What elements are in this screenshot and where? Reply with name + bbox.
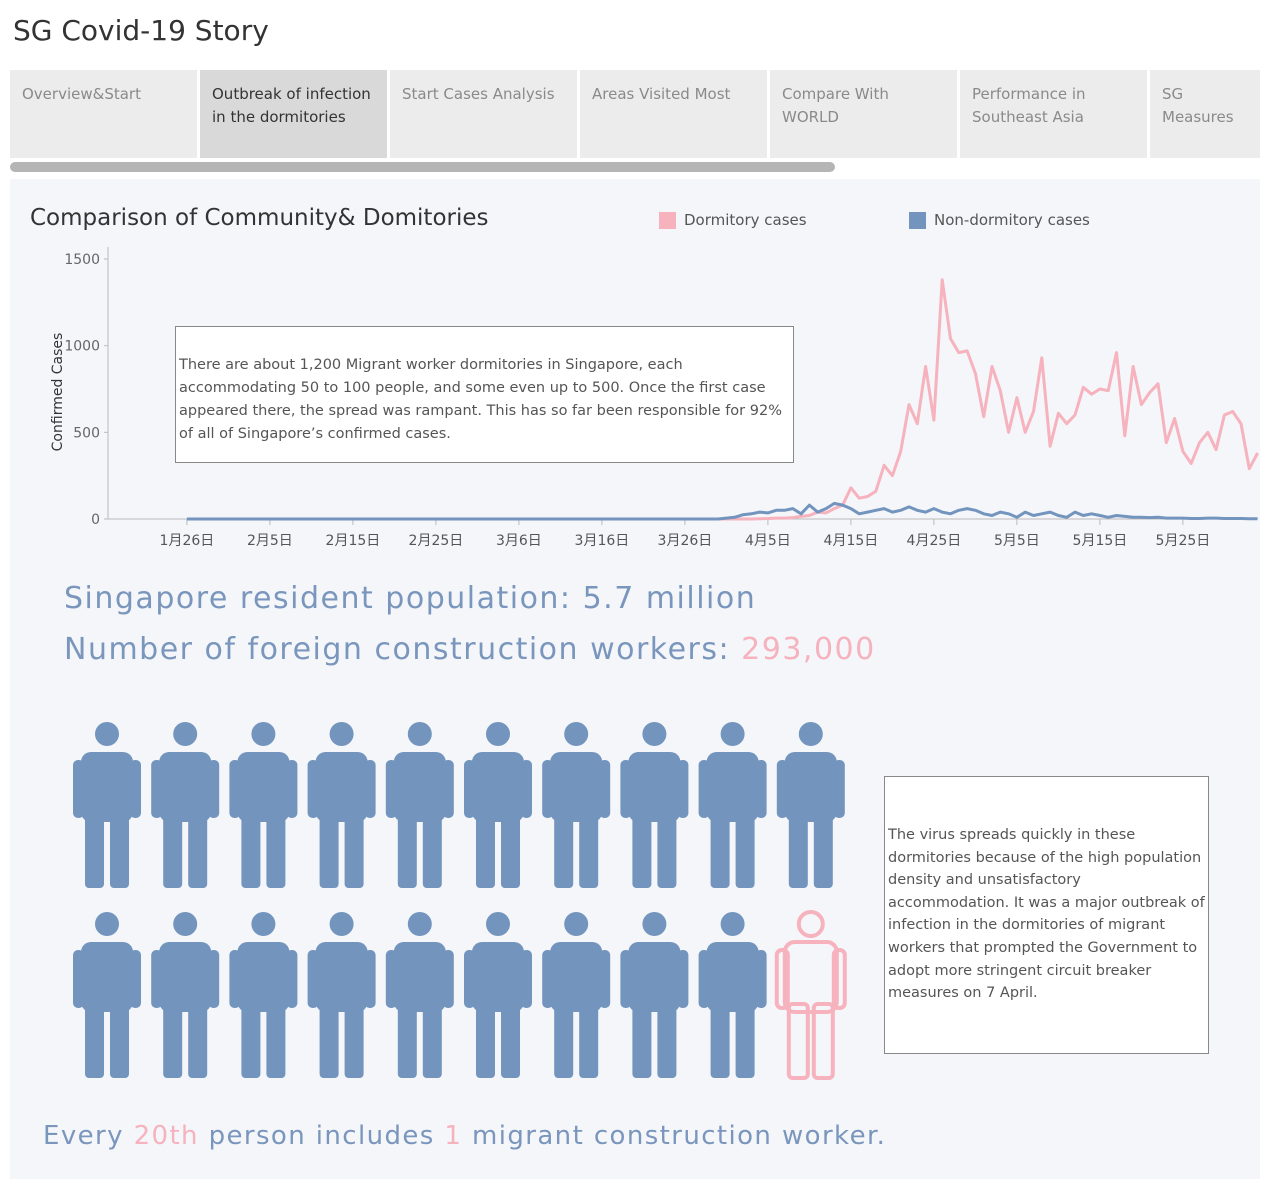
x-tick-label: 4月15日 [824, 533, 879, 549]
person-icon [698, 722, 767, 888]
footer-part1: Every [43, 1121, 134, 1151]
dormitory-note: There are about 1,200 Migrant worker dor… [175, 326, 794, 463]
person-icon [776, 722, 845, 888]
people-pictogram [73, 722, 847, 1080]
legend-item-non-dormitory[interactable]: Non-dormitory cases [909, 211, 1090, 229]
legend-label-dormitory: Dormitory cases [684, 211, 807, 229]
x-tick-label: 3月16日 [575, 533, 630, 549]
series-line-non-dormitory [186, 501, 1258, 521]
x-tick-label: 2月5日 [247, 533, 293, 549]
tab-start-cases-analysis[interactable]: Start Cases Analysis [390, 70, 577, 158]
x-tick-label: 4月25日 [907, 533, 962, 549]
story-tabs: Overview&Start Outbreak of infection in … [10, 70, 1260, 158]
legend-label-non-dormitory: Non-dormitory cases [934, 211, 1090, 229]
footer-statement: Every 20th person includes 1 migrant con… [43, 1121, 886, 1151]
person-icon [464, 912, 532, 1078]
tab-overview-start[interactable]: Overview&Start [10, 70, 197, 158]
x-tick-label: 2月25日 [409, 533, 464, 549]
x-tick-label: 5月25日 [1156, 533, 1211, 549]
footer-part3: migrant construction worker. [462, 1121, 887, 1151]
x-tick-label: 3月6日 [496, 533, 542, 549]
person-icon [464, 722, 532, 888]
workers-stat-value: 293,000 [741, 632, 876, 667]
person-icon [620, 912, 689, 1078]
person-icon [151, 912, 220, 1078]
tab-outbreak-dormitories[interactable]: Outbreak of infection in the dormitories [200, 70, 387, 158]
person-icon [73, 912, 141, 1078]
person-icon [73, 722, 141, 888]
x-tick-label: 5月5日 [994, 533, 1040, 549]
x-tick-label: 3月26日 [658, 533, 713, 549]
population-stat: Singapore resident population: 5.7 milli… [64, 581, 757, 616]
x-tick-label: 5月15日 [1073, 533, 1128, 549]
tab-compare-with-world[interactable]: Compare With WORLD [770, 70, 957, 158]
tab-sg-measures[interactable]: SG Measures [1150, 70, 1260, 158]
chart-title: Comparison of Community& Domitories [30, 205, 489, 231]
tab-performance-southeast-asia[interactable]: Performance in Southeast Asia [960, 70, 1147, 158]
person-icon [542, 912, 611, 1078]
workers-stat-label: Number of foreign construction workers: [64, 632, 742, 667]
person-icon [307, 912, 376, 1078]
person-icon-migrant-worker [774, 910, 847, 1080]
workers-stat: Number of foreign construction workers: … [64, 632, 876, 667]
footer-part2: person includes [198, 1121, 445, 1151]
tabs-scrollbar[interactable] [10, 162, 835, 172]
legend-item-dormitory[interactable]: Dormitory cases [659, 211, 807, 229]
x-tick-label: 4月5日 [745, 533, 791, 549]
person-icon [307, 722, 376, 888]
person-icon [542, 722, 611, 888]
person-icon [698, 912, 767, 1078]
person-icon [620, 722, 689, 888]
person-icon [385, 912, 454, 1078]
y-tick-label: 1500 [64, 252, 100, 268]
dashboard-panel: Comparison of Community& Domitories Dorm… [10, 179, 1260, 1179]
footer-highlight-1: 1 [444, 1121, 463, 1151]
y-tick-label: 1000 [64, 339, 100, 355]
legend-swatch-non-dormitory [909, 211, 926, 229]
footer-highlight-20th: 20th [133, 1121, 199, 1151]
y-tick-label: 0 [91, 512, 100, 528]
x-tick-label: 2月15日 [326, 533, 381, 549]
line-chart: 0 500 1000 1500 1月26日 2月5日 2月15日 2月25日 3月6日 3月16日… [64, 247, 1259, 549]
tab-areas-visited-most[interactable]: Areas Visited Most [580, 70, 767, 158]
person-icon [229, 912, 298, 1078]
legend-swatch-dormitory [659, 211, 676, 229]
spread-note: The virus spreads quickly in these dormi… [884, 776, 1209, 1054]
story-title: SG Covid-19 Story [13, 14, 269, 47]
y-tick-label: 500 [73, 425, 100, 441]
x-tick-label: 1月26日 [160, 533, 215, 549]
person-icon [151, 722, 220, 888]
person-icon [229, 722, 298, 888]
person-icon [385, 722, 454, 888]
